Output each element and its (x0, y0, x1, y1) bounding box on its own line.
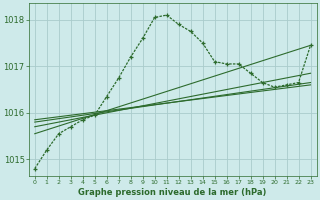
X-axis label: Graphe pression niveau de la mer (hPa): Graphe pression niveau de la mer (hPa) (78, 188, 267, 197)
